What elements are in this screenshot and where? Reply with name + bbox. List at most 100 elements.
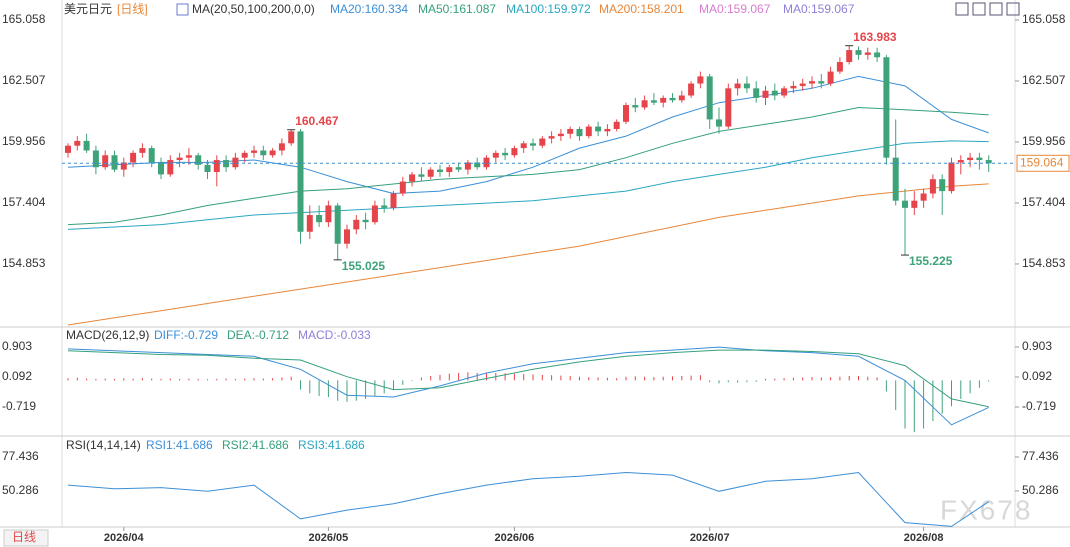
candle-body [567, 128, 574, 134]
tab-box[interactable] [3, 529, 49, 547]
candle-body [576, 128, 583, 137]
settings-icon[interactable] [176, 3, 189, 16]
candle-body [967, 157, 974, 161]
legend-entry: DIFF:-0.729 [154, 328, 218, 342]
candle-body [362, 219, 369, 223]
candle-body [790, 85, 797, 89]
candle-body [864, 52, 871, 55]
candle-body [409, 174, 416, 182]
candle-body [957, 160, 964, 163]
candle-body [167, 160, 174, 175]
candle-body [874, 52, 881, 58]
candle-body [455, 167, 462, 170]
symbol: 美元日元 [64, 2, 112, 16]
legend-entry: MA0:159.067 [783, 2, 855, 16]
candle-body [892, 157, 899, 201]
macd-line [67, 349, 989, 408]
candle-body [158, 162, 164, 175]
last-price-box [1016, 154, 1070, 172]
legend-entry: RSI3:41.686 [298, 438, 365, 452]
y-tick-label: 157.404 [1022, 195, 1066, 209]
candle-body [725, 88, 732, 127]
candle-body [846, 50, 853, 63]
candle-body [669, 97, 676, 101]
extreme-label: 155.025 [342, 259, 386, 273]
candle-body [195, 155, 202, 165]
candle-body [204, 164, 211, 172]
candle-body [418, 174, 425, 177]
extreme-label: 155.225 [909, 254, 953, 268]
y-tick-label: -0.719 [2, 399, 36, 413]
tool-icon[interactable] [1006, 2, 1020, 16]
candle-body [883, 57, 890, 158]
ma-label: MA(20,50,100,200,0,0) [192, 2, 315, 16]
candle-body [427, 169, 434, 177]
legend-entry: MA0:159.067 [699, 2, 771, 16]
candle-body [334, 205, 341, 244]
candle-body [474, 162, 481, 168]
candle-body [399, 181, 406, 194]
candle-body [390, 193, 397, 208]
macd-title: MACD(26,12,9) [66, 328, 149, 342]
candle-body [697, 76, 704, 84]
x-tick-label: 2026/06 [495, 532, 535, 544]
candle-body [511, 148, 518, 156]
candle-body [743, 83, 750, 89]
y-tick-label: 154.853 [1022, 256, 1066, 270]
candle-body [650, 100, 657, 103]
legend-entry: MA20:160.334 [330, 2, 408, 16]
candle-body [260, 150, 267, 156]
ma-line [67, 106, 989, 226]
legend-entry: RSI1:41.686 [146, 438, 213, 452]
y-tick-label: 154.853 [2, 256, 46, 270]
candle-body [604, 128, 611, 132]
candle-body [446, 167, 453, 172]
candle-body [855, 50, 862, 55]
y-tick-label: 0.903 [2, 339, 32, 353]
candle-body [344, 229, 350, 244]
macd-line [67, 346, 989, 426]
y-tick-label: -0.719 [1022, 399, 1056, 413]
rsi-line [67, 471, 989, 527]
candle-body [781, 88, 788, 96]
y-tick-label: 157.404 [2, 195, 46, 209]
candle-body [985, 160, 992, 164]
ma-line [67, 75, 989, 195]
candle-body [548, 136, 555, 139]
legend-entry: MA50:161.087 [418, 2, 496, 16]
tool-icon[interactable] [955, 2, 969, 16]
candle-body [753, 88, 760, 98]
candle-body [911, 200, 918, 208]
candle-body [939, 179, 946, 192]
candle-body [102, 155, 109, 168]
candle-body [492, 152, 499, 158]
candle-body [734, 83, 741, 89]
candle-body [976, 157, 983, 161]
candle-body [437, 169, 443, 172]
y-tick-label: 165.058 [1022, 12, 1066, 26]
tool-icon[interactable] [972, 2, 986, 16]
candle-body [381, 205, 388, 208]
candle-body [316, 215, 323, 223]
x-tick-label: 2026/08 [904, 532, 944, 544]
candle-body [148, 148, 155, 163]
tool-icon[interactable] [989, 2, 1003, 16]
candle-body [139, 148, 146, 153]
candle-body [539, 138, 546, 146]
candle-body [65, 145, 71, 153]
candle-body [297, 131, 304, 232]
candle-body [827, 71, 834, 84]
y-tick-label: 162.507 [1022, 73, 1066, 87]
candle-body [278, 143, 285, 151]
y-tick-label: 77.436 [2, 449, 39, 463]
candle-body [706, 76, 713, 120]
y-tick-label: 165.058 [2, 12, 46, 26]
candle-body [371, 205, 378, 223]
candle-body [483, 157, 490, 168]
tab[interactable]: 日线 [12, 530, 36, 544]
y-tick-label: 50.286 [1022, 483, 1059, 497]
period[interactable]: [日线] [117, 2, 148, 16]
x-tick-label: 2026/07 [690, 532, 730, 544]
